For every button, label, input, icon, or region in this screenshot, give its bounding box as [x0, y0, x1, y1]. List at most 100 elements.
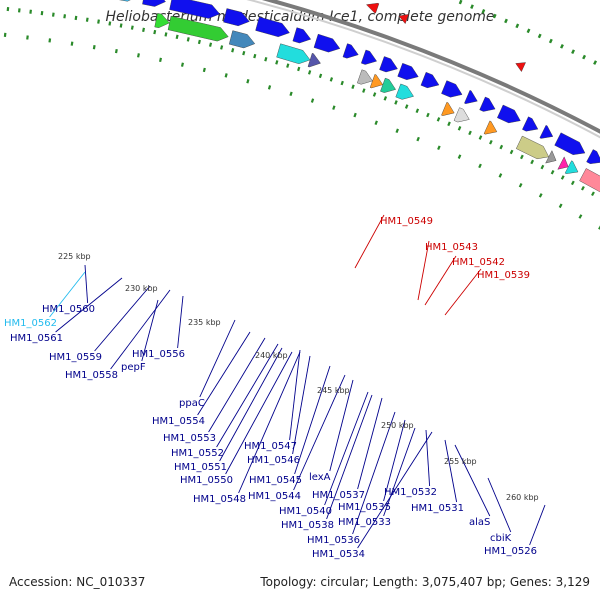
leader-line — [55, 277, 123, 333]
leader-line — [110, 289, 171, 370]
inner-tick — [159, 57, 163, 63]
gene-label: HM1_0533 — [338, 517, 391, 528]
leader-line — [94, 285, 151, 352]
inner-tick-ring — [3, 6, 600, 230]
inner-tick — [70, 41, 74, 46]
leader-line — [417, 240, 430, 301]
inner-tick — [297, 66, 301, 72]
inner-tick — [489, 139, 493, 145]
inner-tick — [130, 25, 134, 30]
gene-label: HM1_0552 — [171, 448, 224, 459]
leader-line — [487, 477, 512, 533]
gene-arrow — [564, 160, 579, 174]
gene-arrow — [453, 107, 470, 123]
inner-tick — [457, 126, 462, 131]
inner-tick — [404, 104, 409, 109]
inner-tick — [394, 100, 398, 105]
inner-tick — [437, 145, 441, 151]
gene-arrow — [223, 8, 250, 27]
leader-line — [354, 214, 385, 269]
leader-line — [425, 429, 431, 487]
gene-label: HM1_0546 — [247, 455, 300, 466]
gene-arrow — [545, 150, 557, 164]
label-leader-lines — [49, 214, 546, 549]
inner-tick — [581, 185, 585, 191]
gene-arrow — [464, 90, 478, 104]
inner-tick — [518, 182, 523, 188]
inner-tick — [175, 34, 179, 40]
inner-tick — [220, 45, 224, 50]
topology-text: Topology: circular; Length: 3,075,407 bp… — [260, 575, 590, 589]
gene-arrow — [515, 62, 526, 72]
gene-label: HM1_0554 — [152, 416, 205, 427]
gene-arrow — [292, 27, 312, 44]
leader-line — [219, 347, 283, 462]
gene-label: HM1_0537 — [312, 490, 365, 501]
scale-label: 250 kbp — [381, 421, 414, 430]
inner-tick — [478, 135, 483, 140]
inner-tick — [416, 136, 420, 142]
leader-line — [177, 295, 184, 349]
inner-tick — [108, 21, 112, 26]
inner-tick — [383, 96, 388, 101]
gene-arrow — [441, 80, 463, 98]
inner-tick — [499, 144, 504, 150]
scale-label: 235 kbp — [188, 318, 221, 327]
gene-arrow — [366, 2, 380, 14]
gene-arrow — [539, 125, 554, 139]
inner-tick — [286, 63, 290, 68]
leader-line — [352, 411, 396, 535]
gene-arrow — [154, 13, 170, 29]
gene-arrow — [380, 77, 396, 93]
accession-text: Accession: NC_010337 — [9, 575, 146, 589]
outer-tick — [526, 28, 531, 34]
inner-tick — [186, 37, 190, 42]
leader-line — [529, 504, 546, 546]
leader-line — [294, 365, 331, 475]
inner-tick — [153, 29, 157, 35]
leader-line — [197, 331, 251, 416]
inner-tick — [340, 80, 344, 86]
gene-arrow — [441, 101, 455, 116]
inner-tick — [598, 225, 600, 230]
inner-tick — [332, 105, 336, 110]
gene-arrow — [522, 116, 539, 132]
outer-tick — [470, 4, 474, 9]
leader-line — [238, 351, 301, 494]
gene-label: HM1_0538 — [281, 520, 334, 531]
inner-tick — [426, 112, 430, 118]
inner-tick — [353, 112, 357, 118]
inner-tick — [275, 60, 279, 65]
gene-arrow — [169, 0, 221, 19]
scale-label: 260 kbp — [506, 493, 539, 502]
gene-arrow — [228, 30, 256, 49]
inner-tick — [48, 38, 52, 43]
inner-tick — [570, 180, 575, 186]
inner-tick — [242, 50, 246, 56]
leader-line — [208, 337, 266, 433]
inner-tick — [468, 130, 472, 136]
outer-tick — [458, 0, 463, 5]
backbone-line — [261, 0, 600, 134]
inner-tick — [550, 169, 555, 175]
inner-tick — [310, 98, 315, 103]
leader-line — [289, 349, 301, 441]
gene-arrow — [483, 120, 498, 135]
outer-tick — [582, 54, 587, 60]
gene-arrow — [420, 72, 440, 89]
inner-tick — [362, 88, 366, 93]
gene-arrow — [397, 62, 419, 80]
inner-tick — [289, 91, 293, 97]
inner-tick — [74, 15, 78, 21]
inner-tick — [137, 53, 140, 58]
inner-tick — [457, 154, 462, 159]
leader-line — [225, 351, 293, 475]
outer-tick — [548, 38, 553, 44]
gene-arrow — [167, 15, 229, 42]
gene-arrow — [313, 33, 341, 53]
leader-line — [292, 355, 311, 455]
scale-label: 230 kbp — [125, 284, 158, 293]
leader-line — [357, 431, 433, 549]
gene-label: HM1_0553 — [163, 433, 216, 444]
